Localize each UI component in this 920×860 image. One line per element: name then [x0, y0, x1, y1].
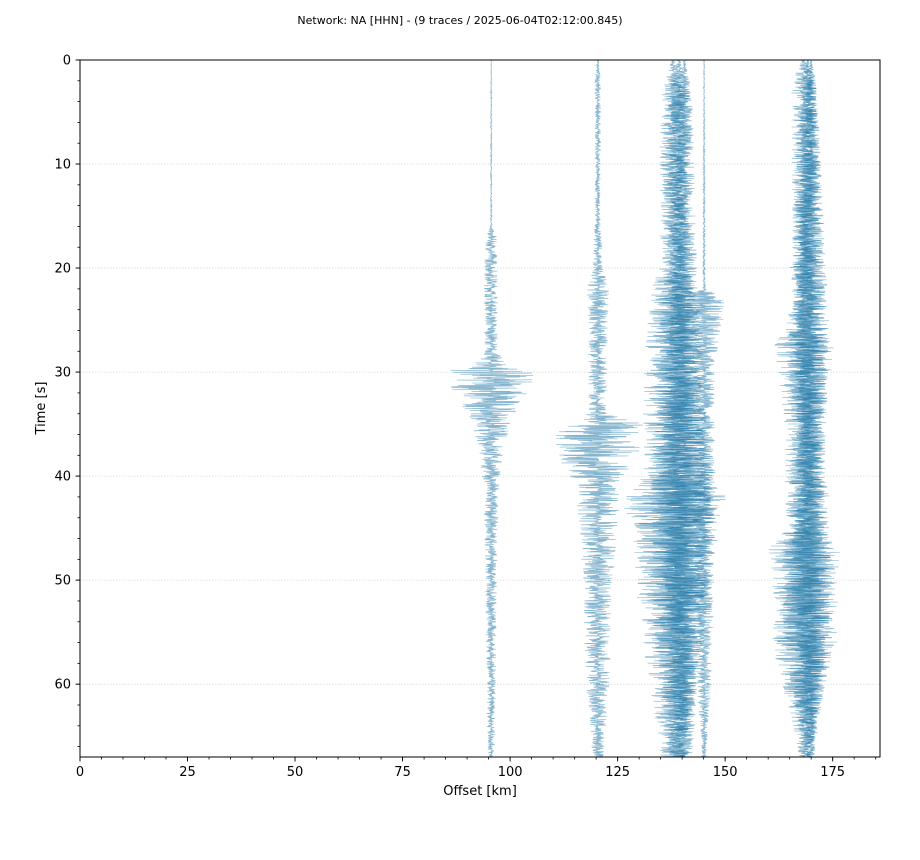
seismic-trace — [789, 59, 833, 758]
y-tick-label: 50 — [54, 574, 71, 589]
seismic-trace — [555, 59, 643, 758]
y-tick-label: 30 — [54, 366, 71, 381]
x-tick-label: 25 — [179, 765, 196, 780]
chart-title: Network: NA [HHN] - (9 traces / 2025-06-… — [297, 14, 622, 27]
y-axis: 0 10 20 30 40 50 60 — [54, 54, 80, 747]
x-tick-label: 100 — [498, 765, 523, 780]
y-axis-label: Time [s] — [34, 382, 49, 436]
x-tick-label: 125 — [605, 765, 630, 780]
x-tick-label: 150 — [713, 765, 738, 780]
y-tick-label: 20 — [54, 262, 71, 277]
y-tick-label: 40 — [54, 470, 71, 485]
y-tick-label: 60 — [54, 678, 71, 693]
x-tick-label: 75 — [394, 765, 411, 780]
y-tick-label: 0 — [63, 54, 71, 69]
x-tick-label: 0 — [76, 765, 84, 780]
x-tick-label: 175 — [820, 765, 845, 780]
seismic-trace — [653, 59, 714, 758]
x-axis: 0 25 50 75 100 125 150 175 — [76, 757, 877, 780]
x-tick-label: 50 — [287, 765, 304, 780]
seismic-trace — [450, 59, 534, 757]
traces — [450, 59, 840, 758]
plot-frame — [79, 59, 881, 758]
x-axis-label: Offset [km] — [443, 784, 517, 799]
y-tick-label: 10 — [54, 158, 71, 173]
seismic-trace — [681, 59, 724, 758]
